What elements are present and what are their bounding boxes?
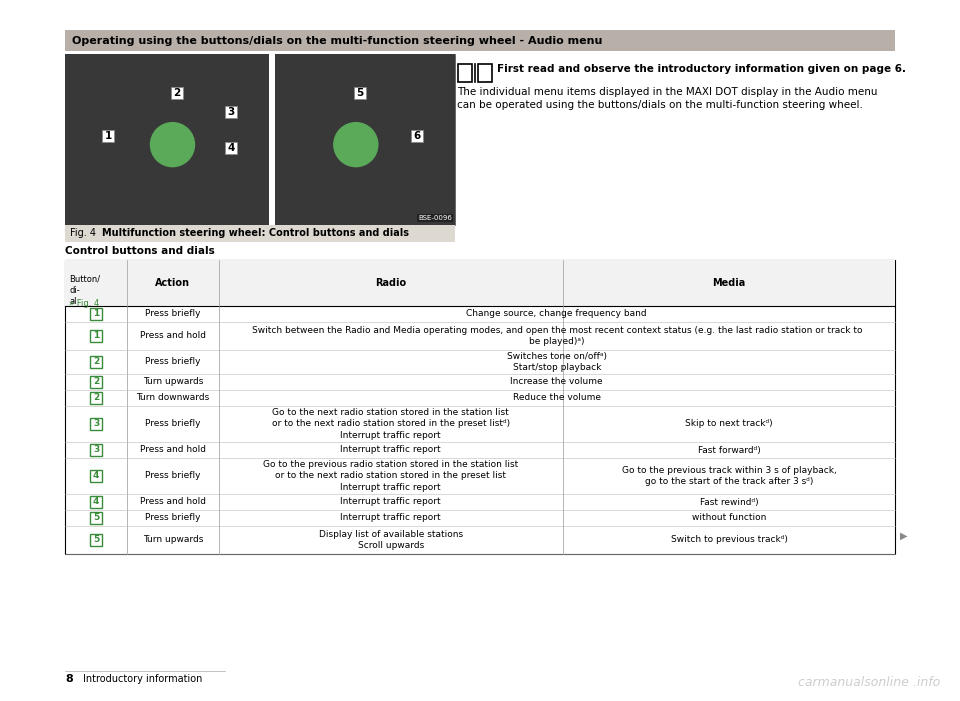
Text: Interrupt traffic report: Interrupt traffic report <box>341 446 441 454</box>
Text: Display list of available stations
Scroll upwards: Display list of available stations Scrol… <box>319 530 463 550</box>
FancyBboxPatch shape <box>90 376 102 388</box>
Text: 1: 1 <box>93 332 99 341</box>
Text: 5: 5 <box>356 88 364 98</box>
Bar <box>275 54 455 225</box>
Text: Increase the volume: Increase the volume <box>511 378 603 386</box>
Text: Press briefly: Press briefly <box>145 419 201 428</box>
Text: Press and hold: Press and hold <box>140 498 205 507</box>
Text: BSE-0096: BSE-0096 <box>419 215 452 221</box>
Bar <box>65 54 455 225</box>
Bar <box>458 64 472 82</box>
Text: Interrupt traffic report: Interrupt traffic report <box>341 498 441 507</box>
Bar <box>65 30 895 51</box>
Text: 5: 5 <box>93 514 99 522</box>
Bar <box>65 260 895 306</box>
Text: Media: Media <box>712 278 746 288</box>
Text: 3: 3 <box>93 446 99 454</box>
FancyBboxPatch shape <box>90 534 102 546</box>
Text: Fast forwardᵈ): Fast forwardᵈ) <box>698 446 760 454</box>
Text: 4: 4 <box>228 143 234 153</box>
FancyBboxPatch shape <box>225 142 237 154</box>
Text: Interrupt traffic report: Interrupt traffic report <box>341 514 441 522</box>
Text: » Fig. 4: » Fig. 4 <box>69 299 99 308</box>
Text: Go to the next radio station stored in the station list
or to the next radio sta: Go to the next radio station stored in t… <box>272 409 510 440</box>
Text: 2: 2 <box>174 88 180 98</box>
Text: carmanualsonline .info: carmanualsonline .info <box>798 676 940 690</box>
Text: Go to the previous track within 3 s of playback,
go to the start of the track af: Go to the previous track within 3 s of p… <box>622 466 836 486</box>
Text: 5: 5 <box>93 536 99 545</box>
Text: Operating using the buttons/dials on the multi-function steering wheel - Audio m: Operating using the buttons/dials on the… <box>72 36 602 46</box>
Bar <box>65 225 455 242</box>
Text: 4: 4 <box>93 498 99 507</box>
Text: Switches tone on/offᵃ)
Start/stop playback: Switches tone on/offᵃ) Start/stop playba… <box>507 352 607 372</box>
Text: Fast rewindᵈ): Fast rewindᵈ) <box>700 498 758 507</box>
Circle shape <box>151 123 195 167</box>
Text: Press briefly: Press briefly <box>145 514 201 522</box>
FancyBboxPatch shape <box>90 512 102 524</box>
FancyBboxPatch shape <box>411 130 423 142</box>
Text: The individual menu items displayed in the MAXI DOT display in the Audio menu
ca: The individual menu items displayed in t… <box>457 87 877 110</box>
Text: Change source, change frequency band: Change source, change frequency band <box>467 310 647 318</box>
Text: Fig. 4: Fig. 4 <box>70 229 103 238</box>
Text: 1: 1 <box>93 310 99 318</box>
Text: Switch between the Radio and Media operating modes, and open the most recent con: Switch between the Radio and Media opera… <box>252 326 862 346</box>
Text: 2: 2 <box>93 358 99 367</box>
Text: Press briefly: Press briefly <box>145 472 201 480</box>
Text: Turn upwards: Turn upwards <box>143 536 204 545</box>
FancyBboxPatch shape <box>102 130 114 142</box>
Text: 8: 8 <box>65 674 73 684</box>
Bar <box>478 64 492 82</box>
Text: Radio: Radio <box>375 278 406 288</box>
Text: Go to the previous radio station stored in the station list
or to the next radio: Go to the previous radio station stored … <box>263 461 518 491</box>
Text: Introductory information: Introductory information <box>83 674 203 684</box>
FancyBboxPatch shape <box>90 418 102 430</box>
Text: Turn upwards: Turn upwards <box>143 378 204 386</box>
Text: Reduce the volume: Reduce the volume <box>513 393 601 402</box>
Text: 3: 3 <box>93 419 99 428</box>
Text: 4: 4 <box>93 472 99 480</box>
Text: Button/
di-
al: Button/ di- al <box>69 275 100 306</box>
FancyBboxPatch shape <box>90 496 102 508</box>
FancyBboxPatch shape <box>225 106 237 118</box>
Text: Press and hold: Press and hold <box>140 332 205 341</box>
FancyBboxPatch shape <box>90 444 102 456</box>
Text: 6: 6 <box>414 131 420 141</box>
Circle shape <box>334 123 378 167</box>
FancyBboxPatch shape <box>90 356 102 368</box>
Text: Action: Action <box>156 278 190 288</box>
Text: without function: without function <box>692 514 766 522</box>
Text: 1: 1 <box>105 131 111 141</box>
Bar <box>65 260 895 554</box>
Bar <box>65 54 269 225</box>
Text: Multifunction steering wheel: Control buttons and dials: Multifunction steering wheel: Control bu… <box>102 229 409 238</box>
FancyBboxPatch shape <box>90 330 102 342</box>
Text: 2: 2 <box>93 393 99 402</box>
FancyBboxPatch shape <box>90 470 102 482</box>
Text: Press briefly: Press briefly <box>145 358 201 367</box>
FancyBboxPatch shape <box>90 392 102 404</box>
Text: Turn downwards: Turn downwards <box>136 393 209 402</box>
Text: ▶: ▶ <box>900 531 907 541</box>
Text: Press and hold: Press and hold <box>140 446 205 454</box>
Text: Press briefly: Press briefly <box>145 310 201 318</box>
FancyBboxPatch shape <box>171 88 183 100</box>
Text: 3: 3 <box>228 107 234 117</box>
Bar <box>269 54 275 225</box>
Text: Switch to previous trackᵈ): Switch to previous trackᵈ) <box>671 536 787 545</box>
Text: Control buttons and dials: Control buttons and dials <box>65 246 215 256</box>
FancyBboxPatch shape <box>354 88 366 100</box>
Text: Skip to next trackᵈ): Skip to next trackᵈ) <box>685 419 773 428</box>
Text: First read and observe the introductory information given on page 6.: First read and observe the introductory … <box>497 64 906 74</box>
FancyBboxPatch shape <box>90 308 102 320</box>
Text: 2: 2 <box>93 378 99 386</box>
